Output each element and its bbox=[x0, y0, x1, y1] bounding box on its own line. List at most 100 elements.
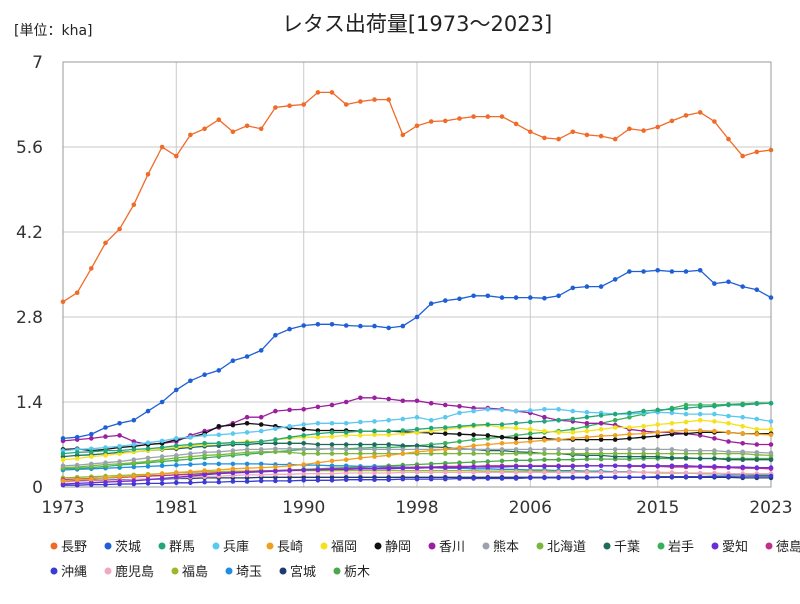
data-point bbox=[670, 451, 675, 456]
legend-item: 千葉 bbox=[604, 540, 641, 555]
data-point bbox=[712, 429, 717, 434]
data-point bbox=[571, 451, 576, 456]
data-point bbox=[316, 90, 321, 95]
legend-item: 鹿児島 bbox=[105, 564, 155, 580]
data-point bbox=[670, 447, 675, 452]
data-point bbox=[486, 465, 491, 470]
data-point bbox=[358, 420, 363, 425]
data-point bbox=[415, 315, 420, 320]
data-point bbox=[330, 322, 335, 327]
data-point bbox=[146, 409, 151, 414]
data-point bbox=[401, 451, 406, 456]
data-point bbox=[726, 414, 731, 419]
legend-item: 長野 bbox=[51, 540, 88, 555]
data-point bbox=[429, 470, 434, 475]
data-point bbox=[217, 480, 222, 485]
data-point bbox=[556, 418, 561, 423]
data-point bbox=[415, 450, 420, 455]
data-point bbox=[712, 412, 717, 417]
data-point bbox=[712, 119, 717, 124]
y-tick-label: 1.4 bbox=[16, 393, 43, 413]
data-point bbox=[500, 408, 505, 413]
data-point bbox=[613, 451, 618, 456]
data-point bbox=[712, 436, 717, 441]
data-point bbox=[585, 133, 590, 138]
data-point bbox=[202, 441, 207, 446]
data-point bbox=[670, 470, 675, 475]
data-point bbox=[117, 459, 122, 464]
data-point bbox=[443, 431, 448, 436]
data-point bbox=[726, 137, 731, 142]
data-point bbox=[698, 110, 703, 115]
data-point bbox=[202, 433, 207, 438]
data-point bbox=[89, 432, 94, 437]
data-point bbox=[273, 409, 278, 414]
data-point bbox=[571, 409, 576, 414]
legend-marker bbox=[712, 543, 719, 550]
data-point bbox=[301, 462, 306, 467]
data-point bbox=[146, 172, 151, 177]
data-point bbox=[75, 435, 80, 440]
data-point bbox=[542, 476, 547, 481]
data-point bbox=[415, 124, 420, 129]
data-point bbox=[316, 322, 321, 327]
data-point bbox=[471, 465, 476, 470]
data-point bbox=[528, 476, 533, 481]
data-point bbox=[75, 477, 80, 482]
data-point bbox=[726, 403, 731, 408]
legend-label: 沖縄 bbox=[61, 565, 87, 580]
data-point bbox=[571, 464, 576, 469]
data-point bbox=[670, 429, 675, 434]
data-point bbox=[571, 457, 576, 462]
data-point bbox=[740, 450, 745, 455]
legend-item: 岩手 bbox=[658, 540, 695, 555]
data-point bbox=[556, 437, 561, 442]
data-point bbox=[188, 379, 193, 384]
data-point bbox=[61, 479, 66, 484]
data-point bbox=[542, 438, 547, 443]
data-point bbox=[287, 327, 292, 332]
data-point bbox=[217, 468, 222, 473]
data-point bbox=[712, 419, 717, 424]
data-point bbox=[627, 432, 632, 437]
data-point bbox=[528, 447, 533, 452]
data-point bbox=[670, 464, 675, 469]
data-point bbox=[698, 405, 703, 410]
data-point bbox=[188, 133, 193, 138]
data-point bbox=[556, 451, 561, 456]
data-point bbox=[202, 480, 207, 485]
data-point bbox=[755, 432, 760, 437]
data-point bbox=[500, 470, 505, 475]
data-point bbox=[500, 422, 505, 427]
data-point bbox=[316, 421, 321, 426]
data-point bbox=[542, 470, 547, 475]
data-point bbox=[132, 447, 137, 452]
data-point bbox=[542, 447, 547, 452]
legend-marker bbox=[51, 543, 58, 550]
legend-label: 静岡 bbox=[385, 540, 411, 555]
data-point bbox=[655, 422, 660, 427]
data-point bbox=[528, 470, 533, 475]
data-point bbox=[726, 439, 731, 444]
data-point bbox=[500, 451, 505, 456]
data-point bbox=[769, 419, 774, 424]
data-point bbox=[259, 127, 264, 132]
legend-marker bbox=[159, 543, 166, 550]
data-point bbox=[655, 447, 660, 452]
data-point bbox=[556, 137, 561, 142]
data-point bbox=[641, 424, 646, 429]
data-point bbox=[429, 301, 434, 306]
data-point bbox=[174, 436, 179, 441]
data-point bbox=[684, 474, 689, 479]
data-point bbox=[372, 442, 377, 447]
data-point bbox=[330, 421, 335, 426]
data-point bbox=[457, 297, 462, 302]
y-tick-label: 7 bbox=[32, 53, 43, 73]
data-point bbox=[528, 431, 533, 436]
data-point bbox=[259, 415, 264, 420]
data-point bbox=[585, 410, 590, 415]
data-point bbox=[556, 294, 561, 299]
data-point bbox=[372, 477, 377, 482]
legend-marker bbox=[105, 543, 112, 550]
data-point bbox=[160, 471, 165, 476]
